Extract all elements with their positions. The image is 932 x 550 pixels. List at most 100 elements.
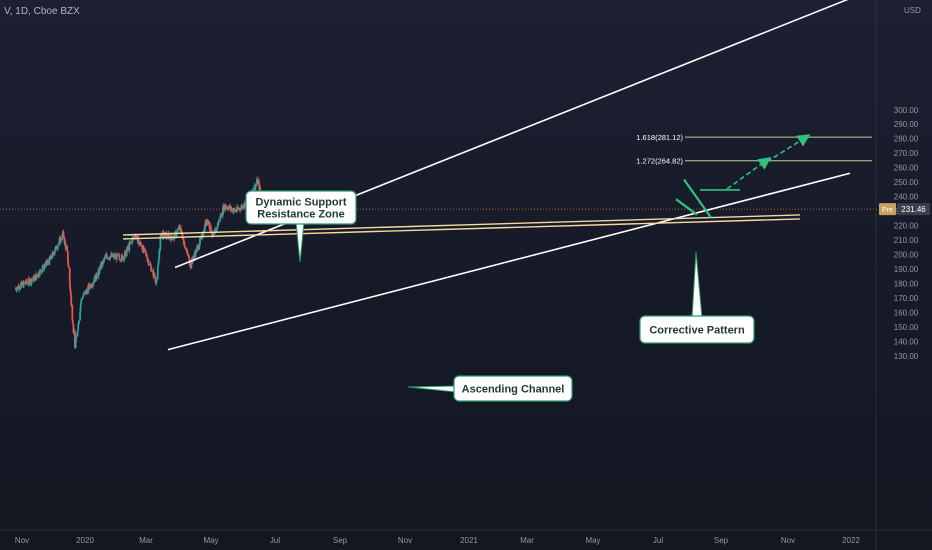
candle-body (176, 230, 178, 235)
candle-body (53, 252, 56, 255)
candle-body (168, 235, 171, 238)
currency-label: USD (904, 6, 921, 15)
candle-body (158, 249, 161, 260)
candle-body (201, 237, 204, 239)
candle-body (137, 241, 140, 245)
candle-body (228, 205, 231, 209)
y-tick-label: 140.00 (894, 338, 919, 347)
candle-body (173, 232, 176, 239)
candle-body (141, 245, 144, 250)
y-tick-label: 240.00 (894, 193, 919, 202)
candle-body (67, 261, 70, 266)
candle-body (61, 239, 63, 241)
candle-body (147, 260, 150, 265)
candle-body (41, 270, 43, 273)
candle-body (79, 307, 82, 313)
candle-body (129, 242, 131, 244)
candle-body (198, 246, 201, 250)
candle-body (69, 289, 72, 292)
candle-body (51, 252, 54, 259)
candle-body (241, 205, 244, 209)
candle-body (176, 230, 179, 231)
candle-body (21, 282, 23, 285)
candle-body (44, 266, 46, 268)
candle-body (215, 228, 218, 232)
candle-body (49, 255, 52, 260)
candle-body (67, 265, 70, 269)
x-tick-label: Nov (781, 536, 795, 545)
candle-body (212, 234, 215, 236)
candle-body (242, 207, 245, 209)
candle-body (63, 237, 66, 244)
candle-body (185, 248, 188, 250)
candle-body (47, 261, 49, 263)
candle-body (234, 209, 237, 212)
y-tick-label: 180.00 (894, 280, 919, 289)
candle-body (149, 265, 152, 267)
candle-body (145, 253, 148, 257)
y-tick-label: 250.00 (894, 178, 919, 187)
candle-body (105, 254, 108, 257)
candle-body (109, 256, 111, 260)
candle-body (69, 283, 71, 290)
candle-body (190, 260, 193, 268)
candle-body (230, 208, 233, 212)
y-tick-label: 200.00 (894, 251, 919, 260)
x-tick-label: 2022 (842, 536, 860, 545)
candle-body (66, 246, 69, 251)
candle-body (106, 256, 108, 259)
candle-body (180, 228, 182, 234)
candle-body (212, 234, 215, 236)
fib-level-label: 1.618(281.12) (636, 133, 683, 142)
candle-body (101, 260, 104, 267)
candle-body (102, 258, 105, 263)
candle-body (122, 258, 124, 261)
candle-body (56, 245, 59, 249)
corrective-leg-b (683, 178, 712, 219)
pre-tag-box (879, 203, 896, 216)
candle-body (199, 238, 201, 245)
candle-body (66, 251, 69, 262)
candle-body (59, 237, 62, 244)
candle-body (142, 246, 145, 251)
candle-body (221, 214, 224, 217)
candle-body (154, 278, 157, 283)
candle-body (157, 260, 160, 265)
channel-callout-box (453, 375, 573, 402)
candle-body (216, 223, 219, 228)
candle-body (39, 269, 42, 271)
y-tick-label: 280.00 (894, 135, 919, 144)
candle-body (88, 284, 91, 288)
candle-body (238, 208, 241, 210)
candle-body (85, 291, 88, 295)
candle-body (76, 329, 79, 332)
candle-body (30, 280, 33, 284)
candle-body (92, 283, 94, 287)
candle-body (123, 256, 126, 260)
candle-body (155, 279, 158, 282)
last-price-value: 231.46 (901, 205, 926, 214)
candle-body (155, 281, 158, 284)
zone-callout-text: Dynamic Support (255, 197, 346, 209)
candle-body (52, 252, 54, 255)
candle-body (81, 298, 84, 299)
candle-body (118, 254, 121, 258)
candle-body (149, 264, 152, 266)
candle-body (236, 206, 238, 212)
corrective-leg-a (675, 198, 698, 216)
candle-body (158, 259, 160, 261)
candle-body (129, 242, 132, 243)
candle-body (219, 219, 221, 221)
candle-body (175, 234, 178, 236)
candle-body (140, 243, 143, 246)
candle-body (79, 304, 82, 308)
candle-body (160, 233, 163, 238)
candle-body (31, 279, 34, 281)
candle-body (217, 220, 220, 223)
x-tick-label: Mar (139, 536, 153, 545)
x-tick-label: May (203, 536, 218, 545)
candle-body (69, 291, 72, 296)
candle-body (170, 233, 173, 238)
